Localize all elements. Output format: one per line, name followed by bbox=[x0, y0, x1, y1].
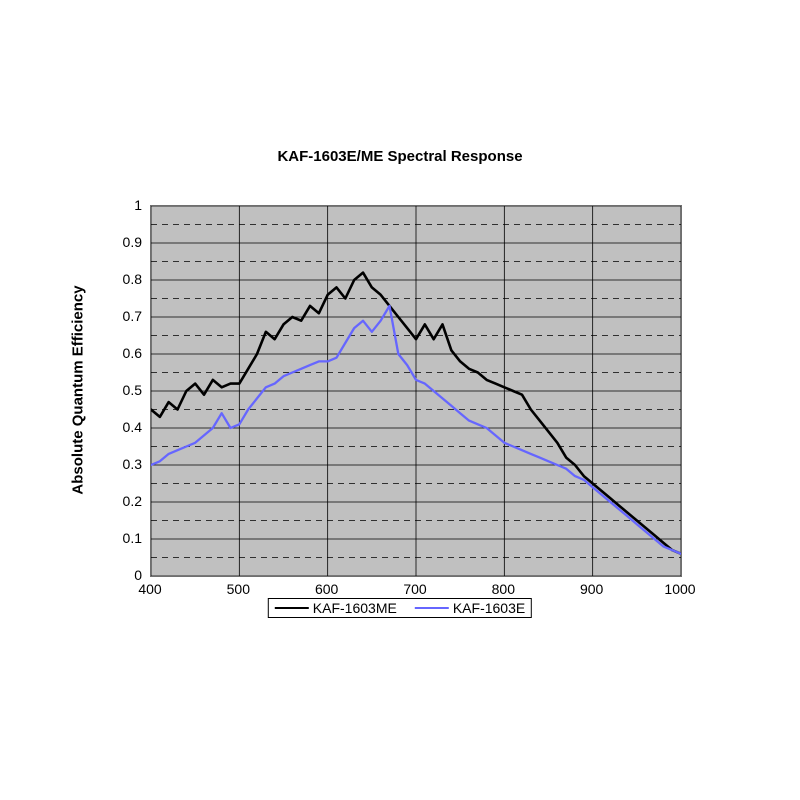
xtick-label: 400 bbox=[138, 581, 161, 597]
xtick-label: 900 bbox=[580, 581, 603, 597]
ytick-label: 0.3 bbox=[123, 456, 142, 472]
ytick-label: 0.1 bbox=[123, 530, 142, 546]
chart-title: KAF-1603E/ME Spectral Response bbox=[0, 148, 800, 165]
y-axis-label: Absolute Quantum Efficiency bbox=[70, 285, 87, 494]
plot-area bbox=[150, 205, 682, 577]
xtick-label: 800 bbox=[492, 581, 515, 597]
legend-swatch-1 bbox=[415, 607, 449, 609]
ytick-label: 0.7 bbox=[123, 308, 142, 324]
xtick-label: 500 bbox=[227, 581, 250, 597]
ytick-label: 0.8 bbox=[123, 271, 142, 287]
chart-container: KAF-1603E/ME Spectral Response Absolute … bbox=[0, 0, 800, 800]
ytick-label: 0.9 bbox=[123, 234, 142, 250]
ytick-label: 0.2 bbox=[123, 493, 142, 509]
legend-swatch-0 bbox=[275, 607, 309, 609]
xtick-label: 700 bbox=[403, 581, 426, 597]
plot-svg bbox=[151, 206, 681, 576]
legend: KAF-1603ME KAF-1603E bbox=[268, 598, 532, 618]
legend-label-0: KAF-1603ME bbox=[313, 600, 397, 616]
ytick-label: 0.6 bbox=[123, 345, 142, 361]
ytick-label: 0.5 bbox=[123, 382, 142, 398]
xtick-label: 600 bbox=[315, 581, 338, 597]
ytick-label: 0.4 bbox=[123, 419, 142, 435]
legend-label-1: KAF-1603E bbox=[453, 600, 525, 616]
xtick-label: 1000 bbox=[664, 581, 695, 597]
ytick-label: 1 bbox=[134, 197, 142, 213]
